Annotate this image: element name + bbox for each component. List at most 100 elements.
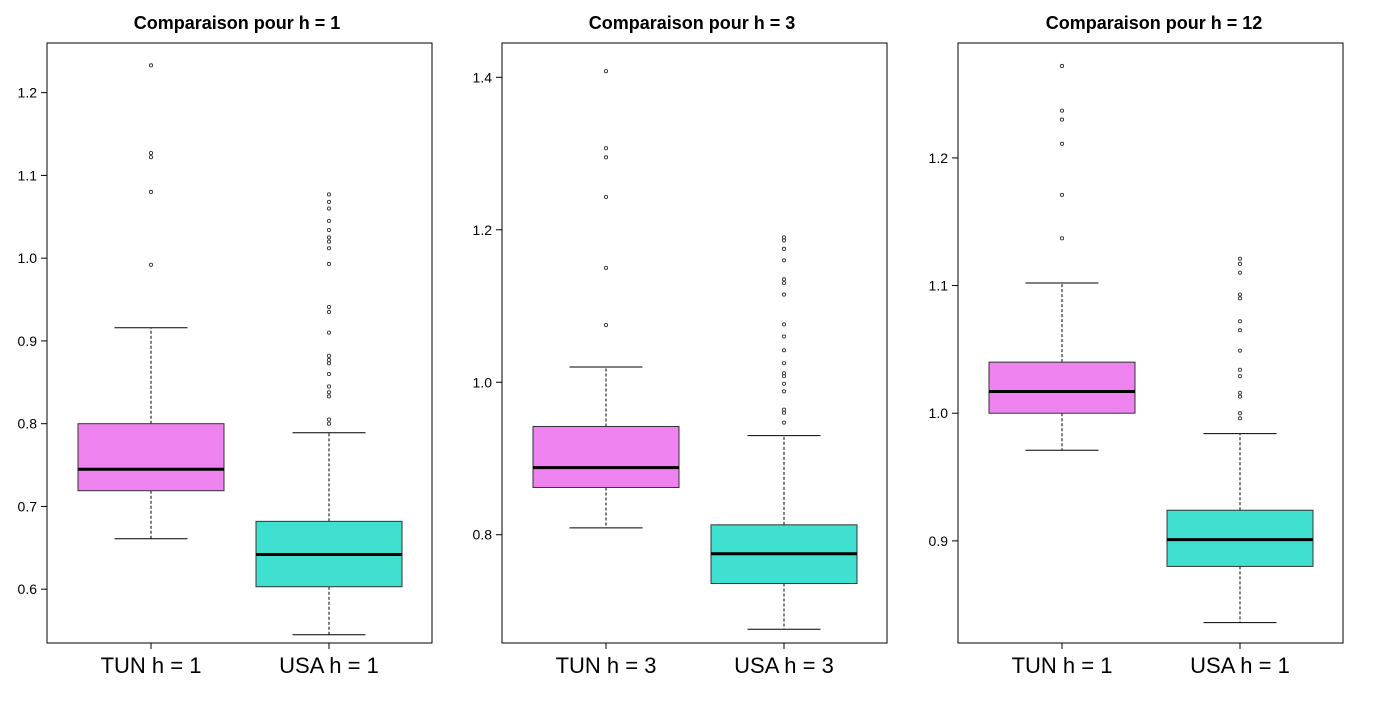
y-axis: 0.8 1.0 1.2 1.4 bbox=[473, 69, 502, 543]
outlier-point bbox=[326, 357, 332, 363]
box-tun bbox=[77, 63, 225, 540]
outlier-point bbox=[326, 353, 332, 358]
plot-frame bbox=[46, 42, 433, 644]
outlier-point bbox=[148, 63, 154, 68]
x-axis: TUN h = 1 USA h = 1 bbox=[1012, 643, 1290, 678]
panel-h12: Comparaison pour h = 12 0.9 1.0 1.1 1.2 TUN… bbox=[929, 13, 1344, 678]
outlier-point bbox=[1237, 411, 1243, 416]
outlier-point bbox=[326, 192, 332, 197]
outlier-point bbox=[781, 389, 787, 394]
outlier-point bbox=[326, 309, 332, 315]
outlier-point bbox=[326, 227, 332, 233]
outlier-point bbox=[1237, 256, 1243, 261]
outlier-point bbox=[1059, 108, 1065, 113]
y-tick-label: 1.1 bbox=[929, 278, 949, 294]
outlier-point bbox=[1237, 390, 1243, 395]
panel-h3: Comparaison pour h = 3 0.8 1.0 1.2 1.4 TUN … bbox=[473, 13, 888, 678]
category-label: USA h = 1 bbox=[1190, 653, 1290, 678]
outlier-point bbox=[1237, 270, 1243, 275]
outlier-point bbox=[603, 323, 609, 328]
outlier-point bbox=[326, 390, 332, 395]
outlier-point bbox=[1237, 261, 1243, 266]
outlier-point bbox=[1237, 328, 1243, 333]
outlier-point bbox=[326, 371, 332, 377]
plot-frame bbox=[957, 42, 1344, 644]
box-group bbox=[988, 63, 1314, 624]
panel-title: Comparaison pour h = 1 bbox=[134, 13, 341, 33]
y-tick-label: 0.7 bbox=[18, 498, 38, 514]
outlier-point bbox=[148, 262, 154, 267]
plot-frame bbox=[501, 42, 888, 644]
box-tun bbox=[532, 69, 680, 529]
outlier-point bbox=[1237, 394, 1243, 399]
outlier-point bbox=[326, 218, 332, 223]
outlier-point bbox=[781, 246, 787, 251]
outlier-point bbox=[326, 235, 332, 240]
y-tick-label: 1.2 bbox=[929, 150, 949, 166]
outlier-point bbox=[1059, 63, 1065, 69]
box-tun bbox=[988, 63, 1136, 451]
outlier-point bbox=[781, 281, 787, 286]
x-axis: TUN h = 3 USA h = 3 bbox=[556, 643, 834, 678]
outlier-point bbox=[326, 199, 332, 204]
outlier-point bbox=[326, 261, 332, 267]
y-tick-label: 1.0 bbox=[929, 405, 949, 421]
outlier-point bbox=[326, 394, 332, 399]
outlier-point bbox=[781, 420, 787, 425]
outlier-point bbox=[603, 155, 609, 160]
outlier-point bbox=[603, 146, 609, 151]
y-tick-label: 1.4 bbox=[473, 69, 493, 85]
outlier-point bbox=[326, 330, 332, 335]
iqr-box bbox=[532, 425, 680, 488]
outlier-point bbox=[1237, 416, 1243, 421]
outlier-point bbox=[781, 235, 787, 240]
box-usa bbox=[255, 192, 403, 636]
iqr-box bbox=[77, 423, 225, 492]
y-tick-label: 0.8 bbox=[18, 416, 38, 432]
outlier-point bbox=[1059, 236, 1065, 241]
category-label: USA h = 1 bbox=[279, 653, 379, 678]
outlier-point bbox=[781, 371, 787, 376]
outlier-point bbox=[326, 206, 332, 211]
y-tick-label: 0.6 bbox=[18, 581, 38, 597]
outlier-point bbox=[781, 381, 787, 386]
outlier-point bbox=[781, 292, 787, 297]
panel-title: Comparaison pour h = 12 bbox=[1046, 13, 1263, 33]
outlier-point bbox=[781, 361, 787, 366]
y-tick-label: 1.1 bbox=[18, 167, 38, 183]
outlier-point bbox=[1237, 296, 1243, 301]
outlier-point bbox=[1237, 292, 1243, 297]
panel-title: Comparaison pour h = 3 bbox=[589, 13, 796, 33]
outlier-point bbox=[603, 194, 609, 200]
outlier-point bbox=[326, 421, 332, 426]
outlier-point bbox=[326, 246, 332, 251]
outlier-point bbox=[326, 304, 332, 310]
outlier-point bbox=[1237, 367, 1243, 372]
outlier-point bbox=[1237, 319, 1243, 324]
box-group bbox=[532, 69, 858, 630]
category-label: TUN h = 1 bbox=[1012, 653, 1113, 678]
outlier-point bbox=[148, 189, 154, 195]
box-usa bbox=[710, 235, 858, 630]
y-axis: 0.9 1.0 1.1 1.2 bbox=[929, 150, 958, 549]
y-tick-label: 1.2 bbox=[18, 85, 38, 101]
outlier-point bbox=[1059, 117, 1065, 122]
outlier-point bbox=[1237, 348, 1243, 353]
category-label: TUN h = 1 bbox=[101, 653, 202, 678]
outlier-point bbox=[326, 239, 332, 244]
category-label: TUN h = 3 bbox=[556, 653, 657, 678]
iqr-box bbox=[988, 361, 1136, 414]
outlier-point bbox=[1237, 374, 1243, 379]
y-tick-label: 0.9 bbox=[929, 533, 949, 549]
outlier-point bbox=[148, 151, 154, 156]
outlier-point bbox=[781, 322, 787, 327]
y-tick-label: 1.0 bbox=[18, 250, 38, 266]
outlier-point bbox=[326, 384, 332, 389]
box-group bbox=[77, 63, 403, 636]
outlier-point bbox=[326, 361, 332, 366]
panel-h1: Comparaison pour h = 1 0.6 0.7 0.8 0.9 1.0 1.… bbox=[18, 13, 433, 678]
outlier-point bbox=[603, 69, 609, 74]
y-tick-label: 0.9 bbox=[18, 333, 38, 349]
category-label: USA h = 3 bbox=[734, 653, 834, 678]
